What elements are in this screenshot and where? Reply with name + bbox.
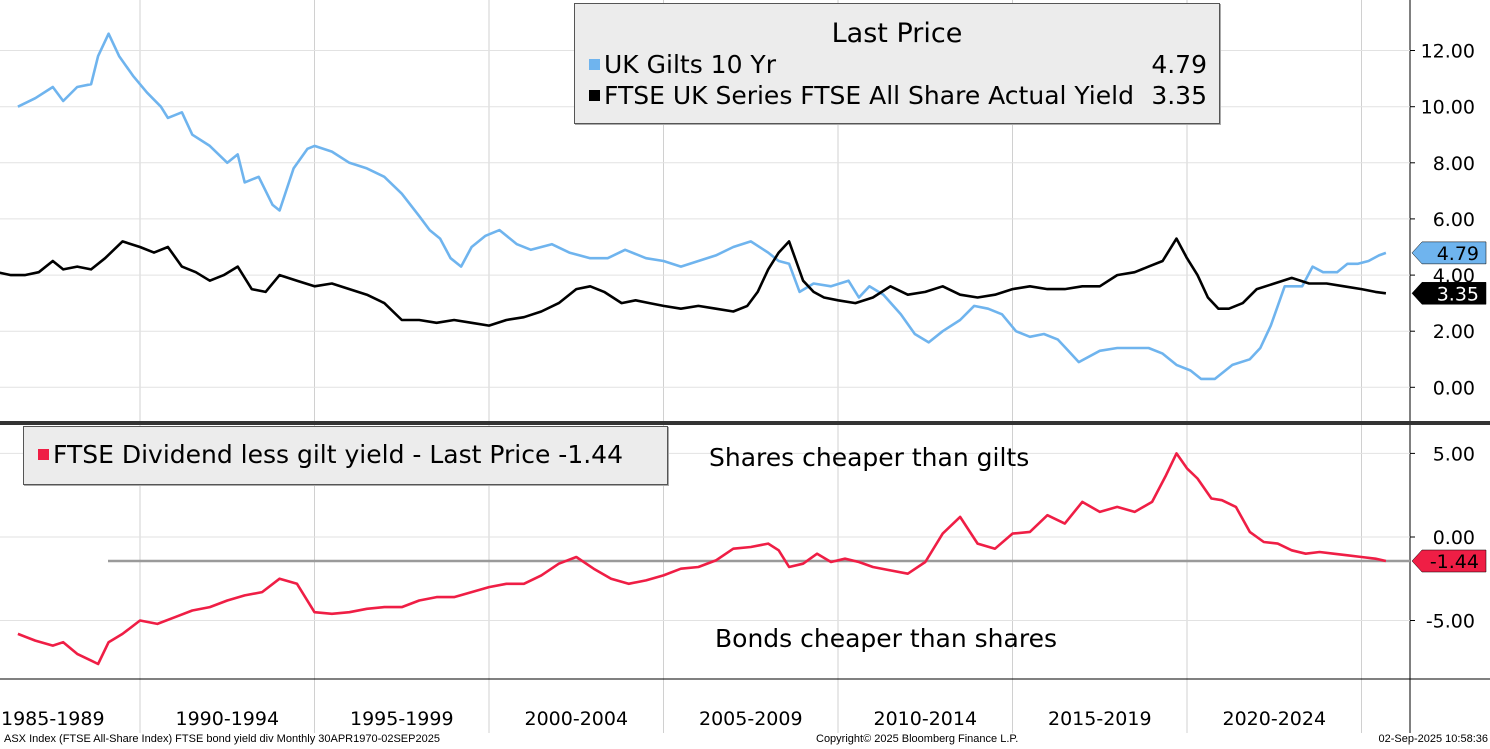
- x-category-label-7: 2020-2024: [1223, 708, 1327, 730]
- top-ytick-label-1: 10.00: [1421, 97, 1475, 119]
- top-ytick-label-4: 4.00: [1433, 265, 1475, 287]
- legend-top: Last Price UK Gilts 10 Yr 4.79 FTSE UK S…: [574, 3, 1220, 124]
- legend-item-spread: FTSE Dividend less gilt yield - Last Pri…: [38, 440, 623, 469]
- x-category-label-5: 2010-2014: [874, 708, 978, 730]
- bottom-series-line-0: [17, 452, 1387, 666]
- legend-swatch-ftse-yield: [589, 90, 600, 101]
- legend-label-spread: FTSE Dividend less gilt yield - Last Pri…: [53, 440, 623, 469]
- footer-source: ASX Index (FTSE All-Share Index) FTSE bo…: [4, 733, 440, 745]
- top-last-price-label-0: 4.79: [1437, 243, 1479, 265]
- annotation-bonds-cheaper: Bonds cheaper than shares: [715, 624, 1057, 653]
- legend-bottom: FTSE Dividend less gilt yield - Last Pri…: [23, 426, 668, 485]
- legend-label-ftse-yield: FTSE UK Series FTSE All Share Actual Yie…: [604, 81, 1134, 110]
- top-last-price-tag-1: [1411, 282, 1487, 305]
- bottom-ytick-label-2: -5.00: [1426, 611, 1475, 633]
- x-category-label-6: 2015-2019: [1048, 708, 1152, 730]
- legend-value-gilts: 4.79: [1151, 50, 1207, 79]
- top-ytick-label-2: 8.00: [1433, 153, 1475, 175]
- bottom-ytick-label-1: 0.00: [1433, 527, 1475, 549]
- top-ytick-label-3: 6.00: [1433, 209, 1475, 231]
- top-last-price-label-1: 3.35: [1437, 283, 1479, 305]
- legend-swatch-spread: [38, 449, 49, 460]
- x-category-label-2: 1995-1999: [350, 708, 454, 730]
- legend-top-title: Last Price: [831, 18, 963, 49]
- legend-label-gilts: UK Gilts 10 Yr: [604, 50, 776, 79]
- x-category-label-3: 2000-2004: [525, 708, 629, 730]
- legend-item-ftse-yield: FTSE UK Series FTSE All Share Actual Yie…: [589, 81, 1207, 111]
- legend-item-gilts: UK Gilts 10 Yr 4.79: [589, 50, 1207, 80]
- bottom-ytick-label-0: 5.00: [1433, 443, 1475, 465]
- panel-divider: [0, 421, 1490, 425]
- top-ytick-label-0: 12.00: [1421, 41, 1475, 63]
- legend-value-ftse-yield: 3.35: [1151, 81, 1207, 110]
- legend-swatch-gilts: [589, 59, 600, 70]
- top-ytick-label-6: 0.00: [1433, 377, 1475, 399]
- bottom-last-price-tag-0: [1411, 549, 1487, 573]
- annotation-shares-cheaper: Shares cheaper than gilts: [709, 443, 1030, 472]
- footer-copyright: Copyright© 2025 Bloomberg Finance L.P.: [816, 733, 1019, 745]
- bottom-last-price-label-0: -1.44: [1430, 551, 1479, 573]
- footer-timestamp: 02-Sep-2025 10:58:36: [1378, 733, 1488, 745]
- x-category-label-1: 1990-1994: [176, 708, 280, 730]
- top-ytick-label-5: 2.00: [1433, 321, 1475, 343]
- x-category-label-0: 1985-1989: [1, 708, 105, 730]
- x-category-label-4: 2005-2009: [699, 708, 803, 730]
- top-last-price-tag-0: [1411, 241, 1487, 265]
- top-series-line-1: [0, 237, 1387, 327]
- top-series-line-0: [17, 32, 1387, 381]
